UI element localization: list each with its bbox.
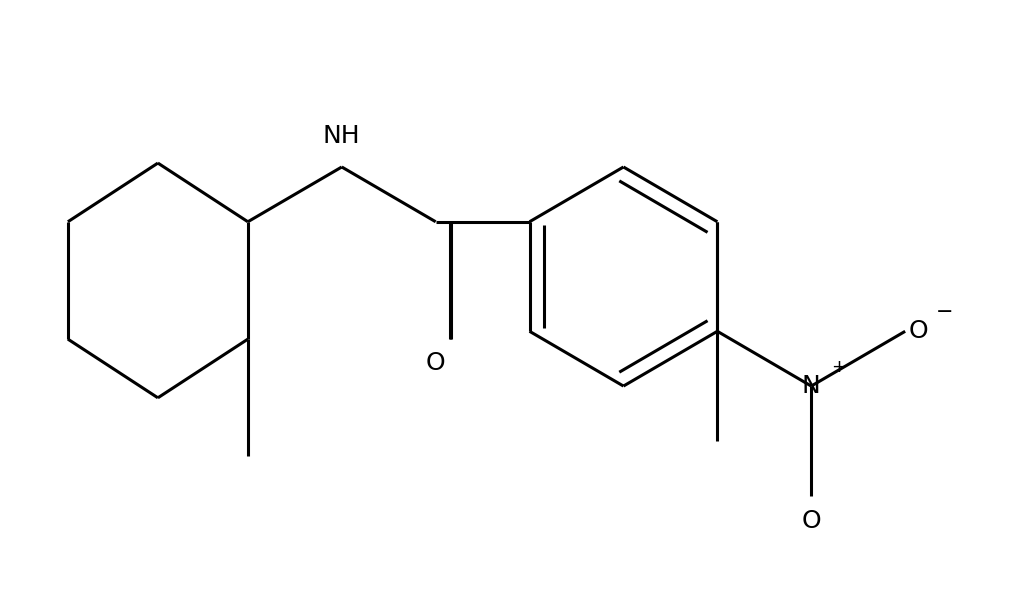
Text: N: N <box>801 374 820 398</box>
Text: O: O <box>801 509 820 533</box>
Text: +: + <box>830 358 846 376</box>
Text: NH: NH <box>323 124 361 148</box>
Text: −: − <box>934 302 952 322</box>
Text: O: O <box>908 319 927 343</box>
Text: O: O <box>426 350 445 374</box>
